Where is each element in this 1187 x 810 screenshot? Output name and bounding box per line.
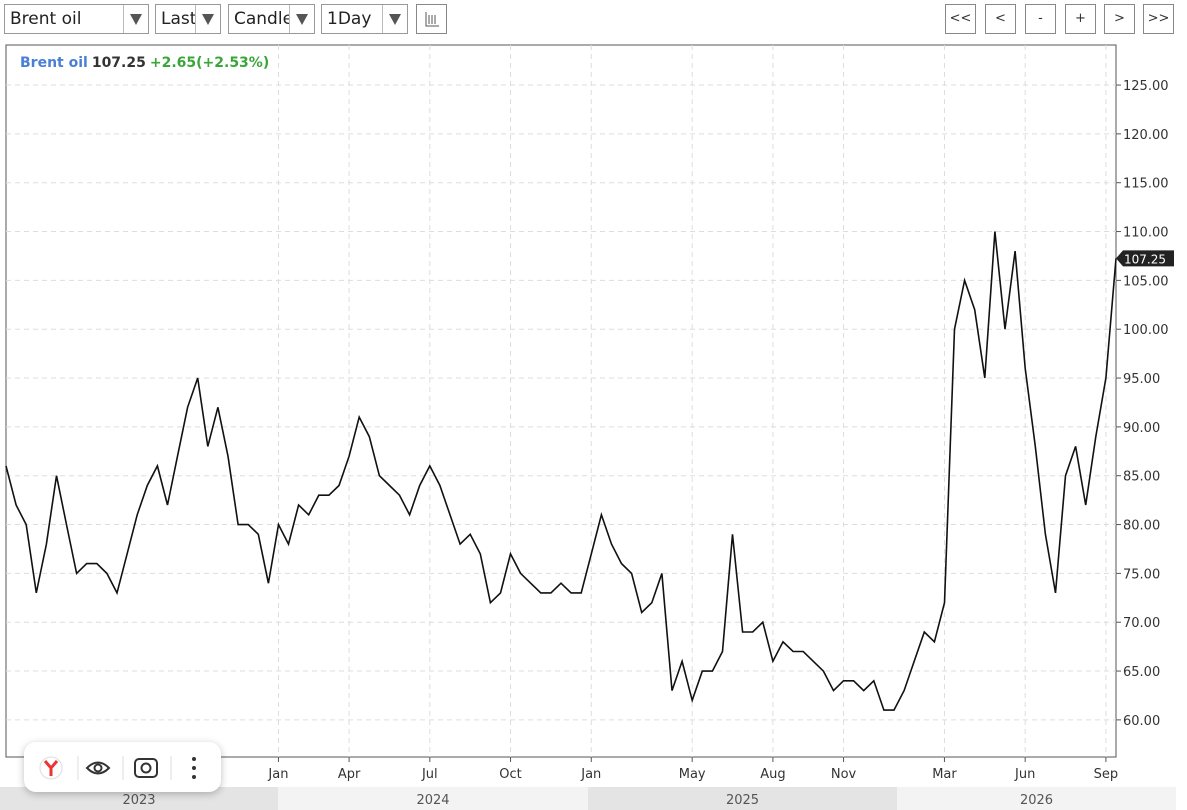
year-label: 2025 — [726, 793, 759, 808]
axis-gap — [1176, 787, 1187, 810]
style-select[interactable]: Candle — [228, 4, 315, 34]
x-tick-label: Jun — [1014, 767, 1035, 782]
nav-button[interactable]: - — [1025, 4, 1056, 34]
x-tick-label: Mar — [932, 767, 957, 782]
interval-select[interactable]: 1Day — [321, 4, 408, 34]
symbol-select[interactable]: Brent oil — [4, 4, 149, 34]
indicator-icon — [425, 12, 439, 27]
x-tick-label: Aug — [760, 767, 785, 782]
y-tick-label: 125.00 — [1123, 79, 1169, 94]
x-tick-label: Apr — [338, 767, 361, 782]
legend-price: 107.25 — [92, 55, 146, 71]
x-tick-label: Sep — [1094, 767, 1119, 782]
y-tick-label: 90.00 — [1123, 421, 1160, 436]
y-tick-label: 75.00 — [1123, 567, 1160, 582]
y-tick-label: 115.00 — [1123, 177, 1169, 192]
legend-name: Brent oil — [20, 55, 88, 71]
year-band — [897, 787, 1176, 810]
plot-frame — [5, 44, 1117, 758]
floating-icons — [39, 756, 196, 780]
nav-button[interactable]: >> — [1143, 4, 1174, 34]
year-label: 2023 — [122, 793, 155, 808]
chart-bg — [0, 38, 1187, 810]
more-icon[interactable] — [192, 757, 196, 761]
year-band — [278, 787, 588, 810]
price-text: Last — [161, 9, 197, 29]
x-tick-label: Oct — [499, 767, 521, 782]
nav-button[interactable]: > — [1104, 4, 1135, 34]
legend: Brent oil 107.25 +2.65(+2.53%) — [20, 55, 269, 71]
year-band — [588, 787, 897, 810]
last-price-label: 107.25 — [1124, 252, 1166, 266]
style-text: Candle — [234, 9, 294, 29]
year-label: 2026 — [1020, 793, 1053, 808]
y-tick-label: 95.00 — [1123, 372, 1160, 387]
y-tick-label: 60.00 — [1123, 714, 1160, 729]
symbol-text: Brent oil — [10, 9, 82, 29]
last-price-marker — [1116, 250, 1174, 267]
x-tick-label: May — [679, 767, 706, 782]
y-tick-label: 110.00 — [1123, 226, 1169, 241]
y-tick-label: 80.00 — [1123, 519, 1160, 534]
y-tick-label: 85.00 — [1123, 470, 1160, 485]
camera-icon[interactable] — [134, 758, 158, 778]
price-line — [5, 231, 1117, 711]
x-tick-label: Nov — [831, 767, 857, 782]
price-select[interactable]: Last — [155, 4, 221, 34]
floating-toolbar — [24, 742, 221, 792]
y-tick-label: 70.00 — [1123, 616, 1160, 631]
nav-button[interactable]: < — [985, 4, 1016, 34]
legend-change: +2.65(+2.53%) — [150, 55, 269, 71]
y-tick-label: 100.00 — [1123, 323, 1169, 338]
year-label: 2024 — [416, 793, 449, 808]
x-tick-label: Jan — [580, 767, 601, 782]
nav-button[interactable]: << — [945, 4, 976, 34]
indicator-button[interactable] — [416, 4, 447, 34]
y-tick-label: 120.00 — [1123, 128, 1169, 143]
x-tick-label: Jul — [421, 767, 438, 782]
nav-button[interactable]: + — [1065, 4, 1096, 34]
x-tick-label: Jan — [267, 767, 288, 782]
y-tick-label: 65.00 — [1123, 665, 1160, 680]
y-tick-label: 105.00 — [1123, 274, 1169, 289]
interval-text: 1Day — [327, 9, 372, 29]
